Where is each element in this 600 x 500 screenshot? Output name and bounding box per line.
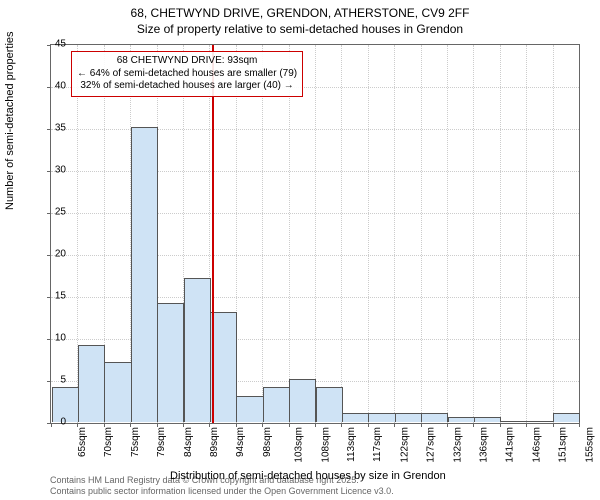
xtick-label: 122sqm — [399, 427, 410, 463]
plot-area: 68 CHETWYND DRIVE: 93sqm← 64% of semi-de… — [50, 44, 580, 424]
histogram-bar — [500, 421, 527, 422]
xtick-mark — [447, 423, 448, 427]
ytick-mark — [47, 255, 51, 256]
xtick-label: 89sqm — [209, 427, 220, 457]
ytick-label: 45 — [55, 39, 66, 50]
ytick-mark — [47, 87, 51, 88]
histogram-bar — [131, 127, 158, 422]
xtick-label: 75sqm — [130, 427, 141, 457]
xtick-label: 94sqm — [235, 427, 246, 457]
chart-title: 68, CHETWYND DRIVE, GRENDON, ATHERSTONE,… — [0, 0, 600, 37]
xtick-label: 146sqm — [531, 427, 542, 463]
ytick-mark — [47, 129, 51, 130]
grid-line-v — [421, 45, 422, 423]
title-line2: Size of property relative to semi-detach… — [0, 22, 600, 38]
xtick-label: 151sqm — [558, 427, 569, 463]
histogram-bar — [104, 362, 131, 422]
ytick-label: 35 — [55, 123, 66, 134]
x-axis-label: Distribution of semi-detached houses by … — [170, 470, 446, 482]
histogram-bar — [184, 278, 211, 422]
grid-line-v — [341, 45, 342, 423]
marker-line — [212, 45, 214, 423]
ytick-mark — [47, 171, 51, 172]
xtick-label: 103sqm — [294, 427, 305, 463]
callout-box: 68 CHETWYND DRIVE: 93sqm← 64% of semi-de… — [71, 51, 303, 97]
xtick-mark — [394, 423, 395, 427]
ytick-label: 10 — [55, 333, 66, 344]
xtick-mark — [421, 423, 422, 427]
xtick-label: 65sqm — [77, 427, 88, 457]
xtick-mark — [500, 423, 501, 427]
ytick-mark — [47, 297, 51, 298]
histogram-bar — [316, 387, 343, 422]
ytick-label: 20 — [55, 249, 66, 260]
xtick-label: 113sqm — [346, 427, 357, 462]
grid-line-v — [368, 45, 369, 423]
grid-line-v — [553, 45, 554, 423]
xtick-label: 132sqm — [452, 427, 463, 463]
histogram-bar — [448, 417, 475, 422]
xtick-label: 84sqm — [183, 427, 194, 457]
xtick-mark — [579, 423, 580, 427]
xtick-mark — [51, 423, 52, 427]
xtick-label: 155sqm — [584, 427, 595, 463]
xtick-label: 127sqm — [426, 427, 437, 463]
histogram-bar — [368, 413, 395, 422]
xtick-mark — [315, 423, 316, 427]
histogram-bar — [236, 396, 263, 422]
histogram-bar — [421, 413, 448, 422]
ytick-label: 5 — [60, 375, 66, 386]
histogram-bar — [553, 413, 580, 422]
xtick-label: 108sqm — [320, 427, 331, 463]
ytick-mark — [47, 45, 51, 46]
grid-line-v — [262, 45, 263, 423]
xtick-mark — [553, 423, 554, 427]
grid-line-v — [394, 45, 395, 423]
grid-line-v — [473, 45, 474, 423]
xtick-mark — [368, 423, 369, 427]
xtick-label: 70sqm — [103, 427, 114, 457]
xtick-mark — [341, 423, 342, 427]
ytick-label: 40 — [55, 81, 66, 92]
grid-line-v — [500, 45, 501, 423]
xtick-label: 79sqm — [156, 427, 167, 457]
histogram-bar — [395, 413, 422, 422]
grid-line-v — [289, 45, 290, 423]
y-axis-label: Number of semi-detached properties — [4, 31, 16, 210]
callout-line: ← 64% of semi-detached houses are smalle… — [77, 68, 297, 81]
xtick-mark — [289, 423, 290, 427]
histogram-bar — [474, 417, 501, 422]
histogram-bar — [263, 387, 290, 422]
ytick-mark — [47, 381, 51, 382]
xtick-label: 98sqm — [262, 427, 273, 457]
xtick-label: 141sqm — [505, 427, 516, 463]
histogram-bar — [527, 421, 554, 422]
histogram-bar — [78, 345, 105, 422]
ytick-label: 30 — [55, 165, 66, 176]
ytick-label: 0 — [60, 417, 66, 428]
attribution-line2: Contains public sector information licen… — [50, 486, 394, 497]
histogram-bar — [342, 413, 369, 422]
grid-line-v — [315, 45, 316, 423]
title-line1: 68, CHETWYND DRIVE, GRENDON, ATHERSTONE,… — [0, 6, 600, 22]
callout-line: 32% of semi-detached houses are larger (… — [77, 80, 297, 93]
grid-line-v — [447, 45, 448, 423]
grid-line-v — [526, 45, 527, 423]
callout-line: 68 CHETWYND DRIVE: 93sqm — [77, 55, 297, 68]
xtick-mark — [473, 423, 474, 427]
ytick-label: 25 — [55, 207, 66, 218]
chart-area: 68 CHETWYND DRIVE: 93sqm← 64% of semi-de… — [50, 44, 580, 424]
ytick-mark — [47, 339, 51, 340]
ytick-label: 15 — [55, 291, 66, 302]
xtick-mark — [526, 423, 527, 427]
xtick-label: 117sqm — [372, 427, 383, 462]
xtick-label: 136sqm — [479, 427, 490, 463]
histogram-bar — [157, 303, 184, 422]
histogram-bar — [289, 379, 316, 422]
ytick-mark — [47, 213, 51, 214]
